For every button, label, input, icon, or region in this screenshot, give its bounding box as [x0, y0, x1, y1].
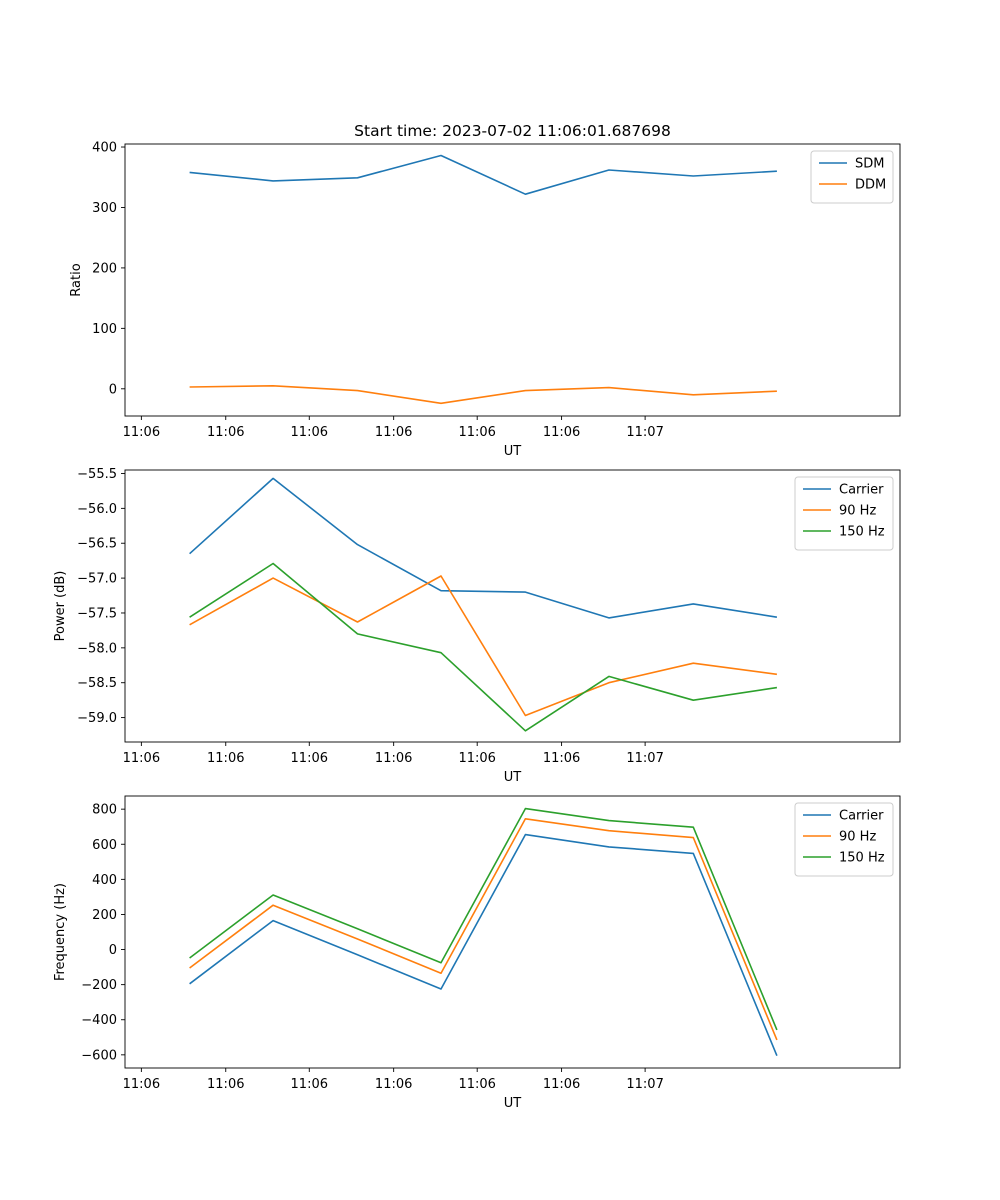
x-tick-label: 11:06	[375, 1077, 412, 1092]
x-tick-label: 11:07	[626, 1077, 663, 1092]
x-tick-label: 11:06	[458, 751, 495, 766]
y-tick-label: −58.5	[77, 676, 117, 691]
x-tick-label: 11:07	[626, 751, 663, 766]
plot-panel-1: 11:06 11:06 11:06 11:06 11:06 11:06 11:07 0 100 2…	[69, 141, 901, 459]
x-tick-label: 11:06	[543, 1077, 580, 1092]
y-tick-label: −56.5	[77, 537, 117, 552]
y-tick-label: 300	[92, 201, 117, 216]
x-axis-label: UT	[504, 770, 522, 785]
series-line-carrier	[189, 477, 778, 619]
legend-entry: DDM	[855, 178, 886, 193]
x-tick-label: 11:06	[375, 751, 412, 766]
y-tick-label: −600	[81, 1048, 117, 1063]
y-tick-label: −56.0	[77, 502, 117, 517]
x-tick-label: 11:06	[458, 425, 495, 440]
x-axis-label: UT	[504, 444, 522, 459]
y-tick-label: 100	[92, 322, 117, 337]
y-tick-label: −57.5	[77, 606, 117, 621]
x-tick-label: 11:06	[123, 1077, 160, 1092]
x-tick-label: 11:06	[291, 1077, 328, 1092]
y-axis-label: Power (dB)	[53, 571, 68, 642]
x-tick-label: 11:06	[375, 425, 412, 440]
chart-title: Start time: 2023-07-02 11:06:01.687698	[354, 122, 671, 140]
y-tick-label: 0	[109, 943, 117, 958]
y-tick-label: −58.0	[77, 641, 117, 656]
series-line-90-hz	[189, 575, 778, 717]
legend-entry: 150 Hz	[839, 525, 885, 540]
x-tick-label: 11:06	[291, 751, 328, 766]
legend-entry: 90 Hz	[839, 504, 876, 519]
y-tick-label: −400	[81, 1013, 117, 1028]
legend-entry: Carrier	[839, 483, 884, 498]
y-tick-label: 400	[92, 141, 117, 156]
y-tick-label: 800	[92, 803, 117, 818]
x-tick-label: 11:06	[207, 1077, 244, 1092]
y-tick-label: 200	[92, 908, 117, 923]
x-tick-label: 11:06	[543, 425, 580, 440]
legend-entry: Carrier	[839, 809, 884, 824]
x-tick-label: 11:06	[291, 425, 328, 440]
y-tick-label: −59.0	[77, 711, 117, 726]
plot-panel-3: 11:06 11:06 11:06 11:06 11:06 11:06 11:07 −600 −…	[53, 795, 901, 1111]
series-line-ddm	[189, 384, 777, 405]
axes-frame	[124, 469, 901, 743]
y-tick-label: 0	[109, 382, 117, 397]
y-tick-label: −57.0	[77, 572, 117, 587]
y-tick-label: 200	[92, 261, 117, 276]
series-line-sdm	[189, 154, 777, 195]
y-tick-label: −55.5	[77, 467, 117, 482]
legend: SDM DDM	[810, 150, 894, 204]
y-axis-label: Ratio	[69, 263, 84, 296]
y-tick-label: 600	[92, 838, 117, 853]
series-line-carrier	[189, 833, 778, 1057]
series-line-90-hz	[189, 817, 778, 1041]
axes-frame	[124, 795, 901, 1069]
x-tick-label: 11:06	[123, 425, 160, 440]
x-tick-label: 11:06	[458, 1077, 495, 1092]
series-line-150-hz	[189, 562, 778, 732]
x-axis-label: UT	[504, 1096, 522, 1111]
y-tick-label: −200	[81, 978, 117, 993]
y-axis-label: Frequency (Hz)	[53, 883, 68, 981]
legend-entry: 150 Hz	[839, 851, 885, 866]
x-tick-label: 11:06	[543, 751, 580, 766]
x-tick-label: 11:07	[626, 425, 663, 440]
x-tick-label: 11:06	[207, 425, 244, 440]
legend-box	[810, 150, 894, 204]
legend-entry: 90 Hz	[839, 830, 876, 845]
x-tick-label: 11:06	[123, 751, 160, 766]
x-tick-label: 11:06	[207, 751, 244, 766]
legend: Carrier 90 Hz 150 Hz	[794, 476, 894, 551]
legend-entry: SDM	[855, 157, 884, 172]
plot-panel-2: 11:06 11:06 11:06 11:06 11:06 11:06 11:07 −59.0…	[53, 467, 901, 785]
series-line-150-hz	[189, 807, 778, 1031]
y-tick-label: 400	[92, 873, 117, 888]
legend: Carrier 90 Hz 150 Hz	[794, 802, 894, 877]
axes-frame	[124, 143, 901, 417]
